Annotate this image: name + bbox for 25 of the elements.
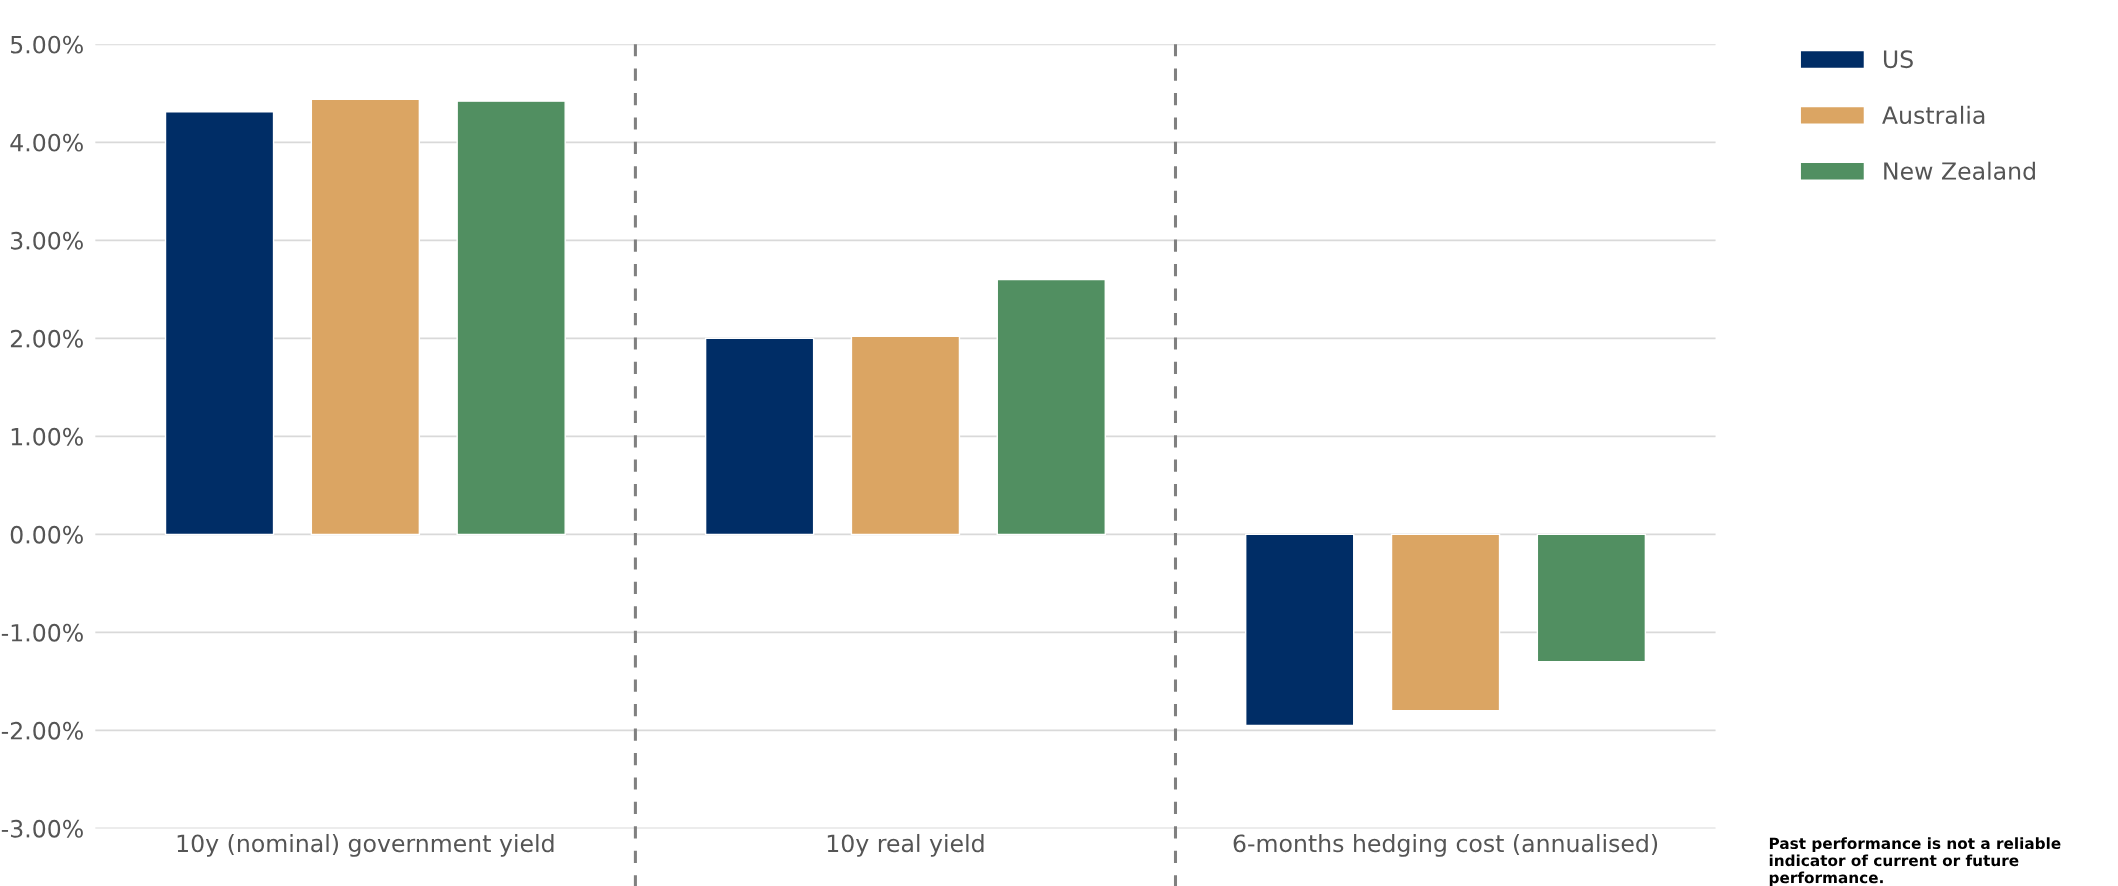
x-tick-label: 10y real yield [827, 833, 984, 857]
y-tick-label: 2.00% [10, 329, 83, 348]
bar [164, 111, 275, 536]
legend-label: US [1883, 50, 1913, 69]
bar [1245, 533, 1355, 727]
bar [996, 278, 1106, 536]
y-tick-label: 4.00% [10, 133, 83, 152]
y-tick-label: 1.00% [11, 427, 83, 446]
bar [850, 335, 961, 536]
y-tick-label: -3.00% [1, 819, 83, 838]
bar [704, 337, 815, 536]
bar [456, 100, 566, 536]
y-tick-label: -2.00% [1, 721, 83, 740]
legend-label: Australia [1882, 105, 1985, 125]
legend-label: New Zealand [1884, 161, 2035, 180]
y-tick-label: 0.00% [10, 525, 83, 544]
bar [1536, 533, 1647, 663]
y-tick-label: 3.00% [10, 231, 83, 250]
bar [1390, 533, 1501, 712]
x-tick-label: 6-months hedging cost (annualised) [1233, 833, 1658, 857]
y-tick-label: -1.00% [1, 623, 83, 642]
bar [310, 98, 421, 536]
y-tick-label: 5.00% [11, 35, 83, 54]
x-tick-label: 10y (nominal) government yield [177, 833, 554, 857]
text: Past performance is not a reliable indicator of current or future performance. [1769, 837, 2061, 886]
